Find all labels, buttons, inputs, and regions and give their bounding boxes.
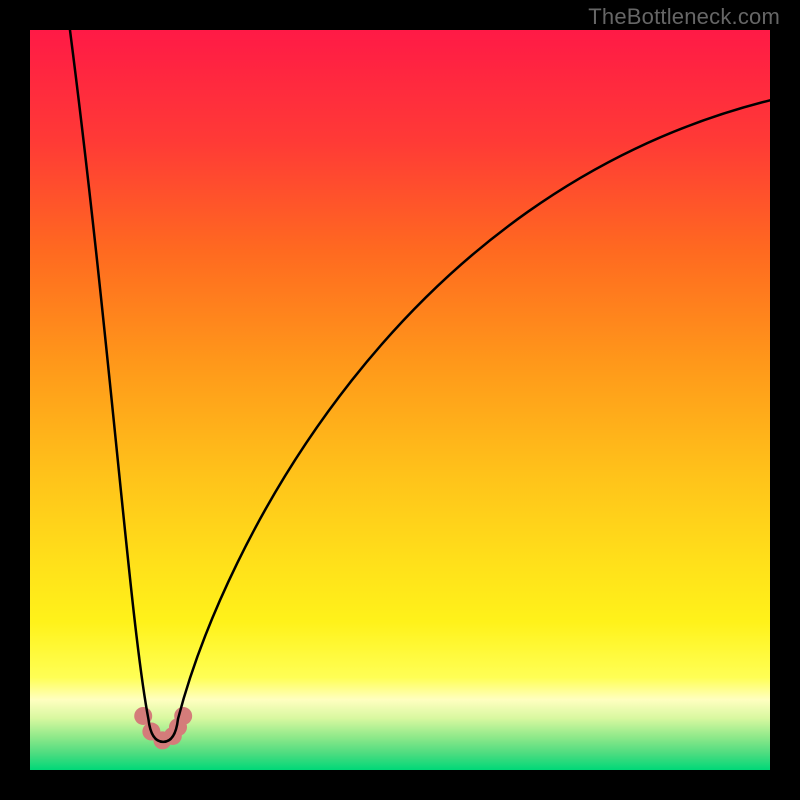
chart-container: { "watermark": { "text": "TheBottleneck.… xyxy=(0,0,800,800)
bottleneck-chart xyxy=(30,30,770,770)
gradient-background xyxy=(30,30,770,770)
watermark-text: TheBottleneck.com xyxy=(588,4,780,30)
